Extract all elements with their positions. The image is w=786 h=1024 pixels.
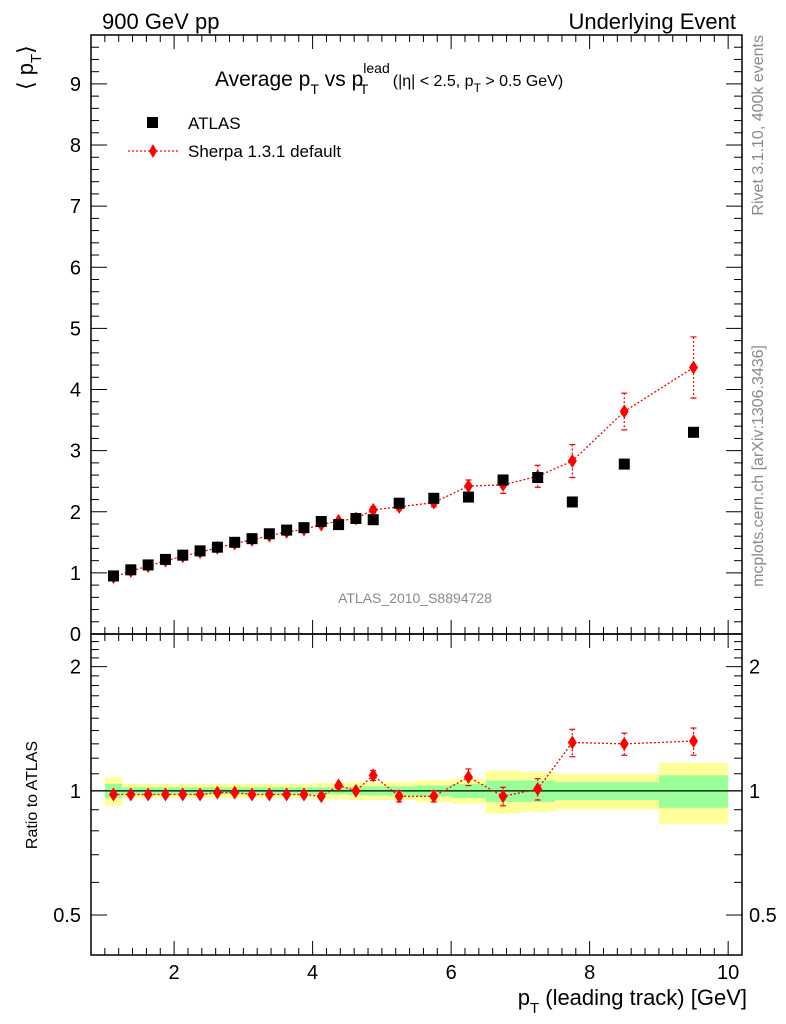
atlas-point xyxy=(393,497,405,509)
ratio-point xyxy=(143,787,153,802)
ratio-tick-label-right: 2 xyxy=(749,657,760,679)
atlas-point xyxy=(333,519,345,531)
ratio-tick-label-right: 0.5 xyxy=(749,905,777,927)
plot-frames xyxy=(90,34,743,956)
ratio-y-axis-label: Ratio to ATLAS xyxy=(24,741,41,849)
legend-sherpa-label: Sherpa 1.3.1 default xyxy=(188,142,341,161)
ratio-point xyxy=(160,787,170,802)
y-tick-label: 9 xyxy=(70,74,81,96)
ratio-series xyxy=(109,727,699,807)
ratio-point xyxy=(689,734,699,749)
x-tick-label: 2 xyxy=(169,962,180,984)
x-tick-label: 8 xyxy=(584,962,595,984)
ratio-point xyxy=(178,787,188,802)
ratio-point xyxy=(334,778,344,793)
atlas-point xyxy=(618,458,630,470)
ratio-point xyxy=(195,787,205,802)
atlas-point xyxy=(246,533,258,545)
ratio-tick-label-left: 0.5 xyxy=(53,905,81,927)
sherpa-point xyxy=(619,404,629,419)
legend-atlas-label: ATLAS xyxy=(188,114,241,133)
legend: ATLAS Sherpa 1.3.1 default xyxy=(128,114,341,161)
atlas-point xyxy=(108,570,120,582)
ratio-point xyxy=(109,787,119,802)
ratio-tick-label-right: 1 xyxy=(749,781,760,803)
ratio-point xyxy=(126,787,136,802)
ratio-point xyxy=(533,782,543,797)
atlas-point xyxy=(281,524,293,536)
y-tick-label: 3 xyxy=(70,441,81,463)
y-tick-label: 2 xyxy=(70,502,81,524)
ratio-point xyxy=(351,783,361,798)
y-tick-label: 5 xyxy=(70,318,81,340)
ratio-point xyxy=(619,736,629,751)
atlas-point xyxy=(125,564,137,576)
ratio-point xyxy=(567,735,577,750)
sherpa-point xyxy=(463,479,473,494)
sherpa-point xyxy=(689,360,699,375)
atlas-point xyxy=(367,514,379,526)
legend-atlas-marker xyxy=(147,117,158,128)
ratio-point xyxy=(299,787,309,802)
y-tick-label: 4 xyxy=(70,380,81,402)
atlas-point xyxy=(298,522,310,534)
ratio-point xyxy=(463,770,473,785)
x-tick-label: 4 xyxy=(307,962,318,984)
ratio-point xyxy=(212,785,222,800)
atlas-point xyxy=(532,472,544,484)
rivet-label: Rivet 3.1.10, 400k events xyxy=(750,35,767,216)
y-tick-label: 8 xyxy=(70,135,81,157)
ratio-point xyxy=(498,789,508,804)
sherpa-point xyxy=(567,454,577,469)
axis-ticks: 2 4 6 8 10 0 1 2 3 4 5 6 7 8 9 0.5 0.5 1 1 2 2 xyxy=(53,34,777,984)
ratio-point xyxy=(429,789,439,804)
band-inner xyxy=(658,775,729,808)
ratio-point xyxy=(264,787,274,802)
atlas-point xyxy=(688,426,700,438)
chart-title: Average pT vs plead T (|η| < 2.5, pT > 0.… xyxy=(215,60,563,97)
ratio-point xyxy=(316,789,326,804)
header-right: Underlying Event xyxy=(568,9,736,34)
x-tick-label: 10 xyxy=(717,962,739,984)
ratio-point xyxy=(247,787,257,802)
atlas-point xyxy=(194,545,206,557)
y-tick-label: 0 xyxy=(70,624,81,646)
atlas-point xyxy=(263,528,275,540)
atlas-point xyxy=(497,474,509,486)
atlas-point xyxy=(566,496,578,508)
ratio-tick-label-left: 2 xyxy=(70,657,81,679)
x-axis-label: pT (leading track) [GeV] xyxy=(518,985,747,1017)
atlas-point xyxy=(211,541,223,553)
atlas-point xyxy=(350,512,362,524)
y-tick-label: 6 xyxy=(70,257,81,279)
atlas-series xyxy=(108,426,700,582)
atlas-point xyxy=(428,492,440,504)
ratio-point xyxy=(230,785,240,800)
sherpa-point xyxy=(368,502,378,517)
ratio-point xyxy=(394,789,404,804)
ratio-point xyxy=(368,768,378,783)
atlas-point xyxy=(315,516,327,528)
ratio-tick-label-left: 1 xyxy=(70,781,81,803)
atlas-point xyxy=(142,559,154,571)
atlas-point xyxy=(462,491,474,503)
y-axis-label: ⟨ pT⟩ xyxy=(13,45,45,90)
ratio-frame xyxy=(90,633,743,956)
mcplots-label: mcplots.cern.ch [arXiv:1306.3436] xyxy=(750,345,767,587)
x-tick-label: 6 xyxy=(446,962,457,984)
atlas-point xyxy=(177,549,189,561)
analysis-watermark: ATLAS_2010_S8894728 xyxy=(338,590,492,606)
y-tick-label: 7 xyxy=(70,196,81,218)
header-left: 900 GeV pp xyxy=(102,9,219,34)
y-tick-label: 1 xyxy=(70,563,81,585)
atlas-point xyxy=(159,553,171,565)
legend-sherpa-marker xyxy=(149,144,157,158)
ratio-point xyxy=(282,787,292,802)
atlas-point xyxy=(229,536,241,548)
